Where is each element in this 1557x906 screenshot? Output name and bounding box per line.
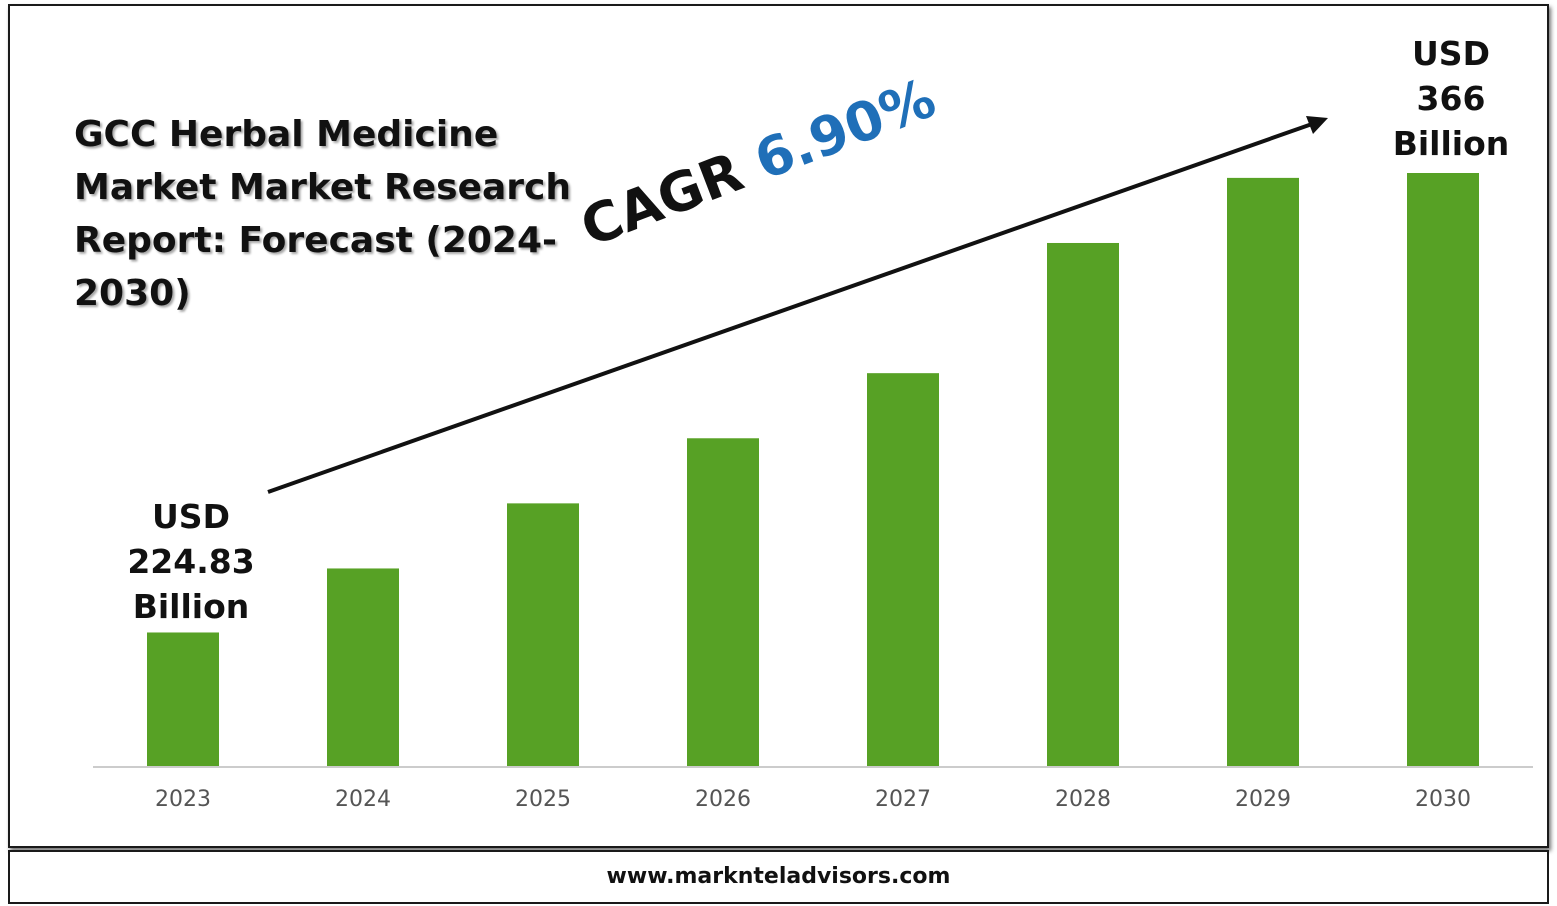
bar-2024 <box>327 568 399 767</box>
start-value-amount: 224.83 <box>127 542 255 581</box>
x-tick-label-2029: 2029 <box>1235 787 1291 812</box>
bar-2026 <box>687 438 759 767</box>
bar-2030 <box>1407 173 1479 767</box>
x-tick-label-2024: 2024 <box>335 787 391 812</box>
bar-2025 <box>507 503 579 767</box>
x-tick-label-2028: 2028 <box>1055 787 1111 812</box>
bar-2023 <box>147 632 219 767</box>
x-tick-label-2023: 2023 <box>155 787 211 812</box>
trend-arrow-head <box>1306 116 1328 134</box>
chart-title: GCC Herbal Medicine Market Market Resear… <box>74 114 572 314</box>
x-tick-label-2027: 2027 <box>875 787 931 812</box>
end-value-label: USD 366 Billion <box>1361 31 1541 166</box>
start-value-unit: Billion <box>132 587 250 626</box>
end-value-unit: Billion <box>1392 124 1510 163</box>
x-tick-label-2030: 2030 <box>1415 787 1471 812</box>
x-tick-label-2026: 2026 <box>695 787 751 812</box>
bar-2028 <box>1047 242 1119 767</box>
bar-chart: 2023 2024 2025 2026 2027 2028 2029 2030 <box>93 116 1533 812</box>
end-value-currency: USD <box>1412 34 1490 73</box>
end-value-amount: 366 <box>1416 79 1486 118</box>
start-value-label: USD 224.83 Billion <box>101 494 281 629</box>
trend-arrow <box>267 116 1328 494</box>
trend-arrow-line <box>267 122 1313 494</box>
x-tick-label-2025: 2025 <box>515 787 571 812</box>
footer-website[interactable]: www.marknteladvisors.com <box>606 864 951 889</box>
bars-group <box>147 173 1479 767</box>
footer-bar: www.marknteladvisors.com <box>8 850 1549 904</box>
x-tick-labels: 2023 2024 2025 2026 2027 2028 2029 2030 <box>155 787 1471 812</box>
start-value-currency: USD <box>152 497 230 536</box>
bar-2029 <box>1227 177 1299 767</box>
bar-2027 <box>867 373 939 767</box>
